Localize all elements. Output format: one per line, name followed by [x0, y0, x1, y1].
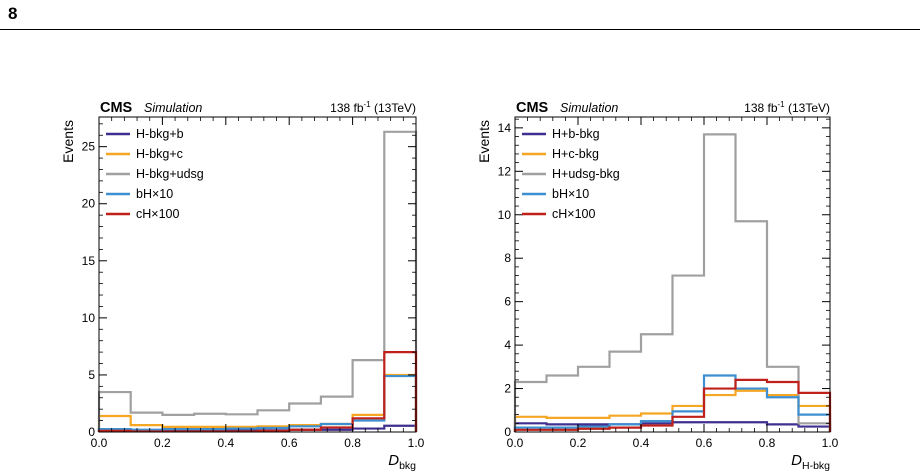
- y-tick-label: 14: [498, 121, 512, 135]
- y-tick-label: 6: [504, 295, 511, 309]
- legend-label: cH×100: [136, 207, 179, 221]
- x-tick-label: 1.0: [822, 436, 839, 450]
- x-tick-label: 0.2: [570, 436, 587, 450]
- x-tick-label: 0.2: [154, 436, 171, 450]
- page-number: 8: [8, 4, 18, 23]
- x-axis-label: DH-bkg: [791, 452, 830, 472]
- y-axis-label: Events: [476, 120, 492, 163]
- legend-label: H+udsg-bkg: [552, 167, 620, 181]
- series-line-2: [97, 373, 418, 432]
- y-tick-label: 0: [88, 425, 95, 439]
- y-tick-label: 8: [504, 251, 511, 265]
- y-tick-label: 2: [504, 382, 511, 396]
- y-tick-label: 10: [82, 311, 96, 325]
- legend-label: H+c-bkg: [552, 147, 599, 161]
- legend-label: H-bkg+b: [136, 127, 184, 141]
- x-tick-label: 0.8: [344, 436, 361, 450]
- experiment-label: CMS: [100, 100, 133, 116]
- x-tick-label: 0.6: [696, 436, 713, 450]
- y-tick-label: 12: [498, 164, 512, 178]
- series-line-3: [513, 133, 832, 432]
- legend-label: bH×10: [552, 187, 589, 201]
- series-line-2: [513, 389, 832, 432]
- legend-label: H+b-bkg: [552, 127, 600, 141]
- x-tick-label: 0.8: [759, 436, 776, 450]
- legend-label: cH×100: [552, 207, 595, 221]
- y-tick-label: 0: [504, 425, 511, 439]
- series-line-4: [97, 374, 418, 432]
- lumi-label: 138 fb-1 (13TeV): [330, 100, 416, 115]
- series-line-3: [97, 130, 418, 432]
- legend-label: bH×10: [136, 187, 173, 201]
- axes-frame: [98, 116, 417, 433]
- legend-label: H-bkg+c: [136, 147, 183, 161]
- y-tick-label: 10: [498, 208, 512, 222]
- y-axis-label: Events: [60, 120, 76, 163]
- header-rule: [0, 29, 920, 30]
- x-tick-label: 1.0: [408, 436, 425, 450]
- lumi-label: 138 fb-1 (13TeV): [744, 100, 830, 115]
- y-tick-label: 20: [82, 197, 96, 211]
- x-tick-label: 0.6: [281, 436, 298, 450]
- chart-1: 0.0 0.2 0.4 0.6 0.8 1.0 0 5 10 15 20 25 CMS Simulatio…: [60, 100, 425, 472]
- y-tick-label: 25: [82, 140, 96, 154]
- axes-frame: [514, 116, 831, 433]
- x-tick-label: 0.4: [633, 436, 650, 450]
- y-tick-label: 5: [88, 368, 95, 382]
- y-tick-label: 15: [82, 254, 96, 268]
- x-tick-label: 0.4: [217, 436, 234, 450]
- legend-label: H-bkg+udsg: [136, 167, 204, 181]
- simulation-label: Simulation: [560, 101, 618, 115]
- y-tick-label: 4: [504, 338, 511, 352]
- x-tick-label: 0.0: [91, 436, 108, 450]
- x-axis-label: Dbkg: [388, 452, 416, 472]
- experiment-label: CMS: [516, 100, 549, 116]
- x-tick-label: 0.0: [507, 436, 524, 450]
- simulation-label: Simulation: [144, 101, 202, 115]
- chart-2: 0.0 0.2 0.4 0.6 0.8 1.0 0 2 4 6 8 10 12 14 CMS Simulati…: [476, 100, 839, 472]
